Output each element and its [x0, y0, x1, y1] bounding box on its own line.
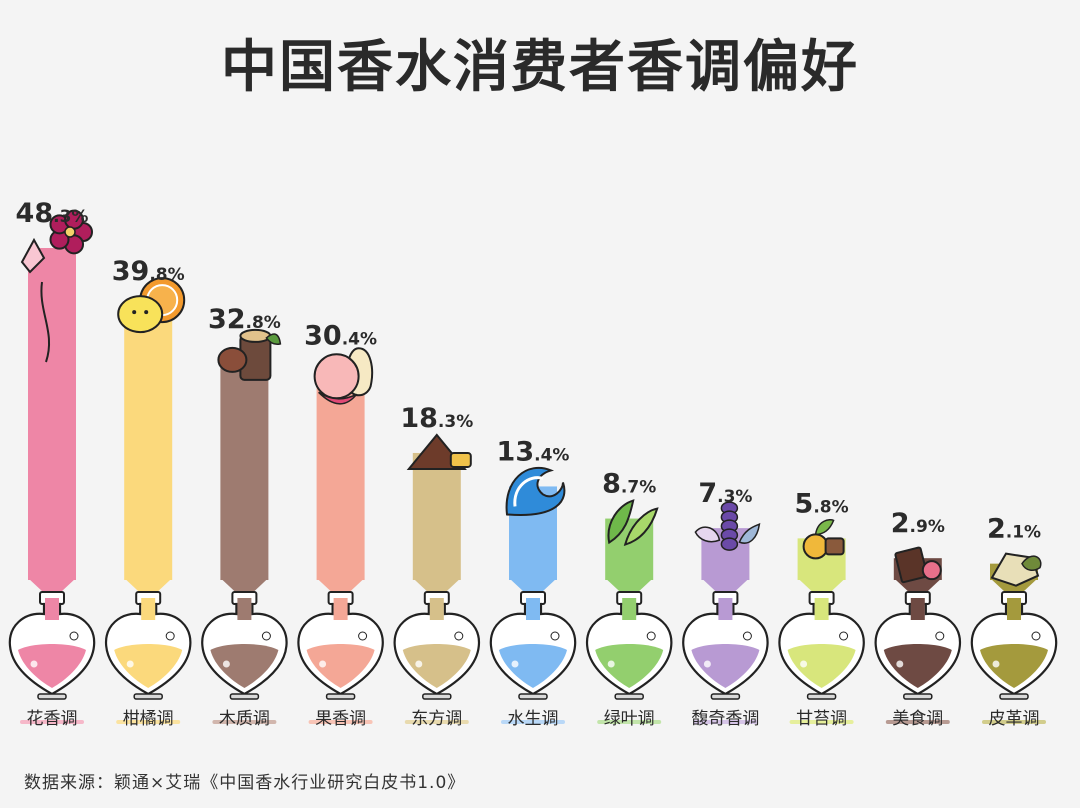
- wood-log-icon: [217, 328, 282, 381]
- spice-anise-icon: [406, 433, 472, 470]
- value-label: 5.8%: [795, 488, 849, 519]
- bar-funnel: [605, 578, 654, 592]
- bar-funnel: [412, 578, 461, 592]
- bottle-icon: [393, 591, 480, 700]
- bar-funnel: [220, 578, 269, 592]
- category-label: 水生调: [508, 709, 559, 729]
- bar-funnel: [316, 578, 365, 592]
- lemon-orange-icon: [117, 277, 186, 334]
- bar-group: 8.7% 绿叶调: [586, 469, 673, 729]
- bottle-icon: [874, 591, 961, 700]
- category-underline: [116, 720, 181, 724]
- bottle-icon: [297, 591, 384, 700]
- value-label: 2.1%: [987, 514, 1041, 545]
- wave-icon: [505, 466, 566, 517]
- category-label: 美食调: [892, 709, 943, 729]
- leather-icon: [990, 552, 1042, 587]
- category-label: 木质调: [219, 709, 270, 729]
- bar: [124, 306, 173, 580]
- category-underline: [308, 720, 373, 724]
- category-label: 馥奇香调: [691, 709, 759, 729]
- category-underline: [885, 720, 950, 724]
- bottle-icon: [8, 591, 96, 700]
- bar-funnel: [124, 578, 173, 592]
- bar-group: 18.3% 东方调: [393, 403, 480, 729]
- flower-icon: [20, 209, 93, 363]
- bottle-icon: [778, 591, 865, 700]
- bottle-icon: [970, 591, 1058, 700]
- category-label: 花香调: [27, 709, 78, 729]
- leaf-icon: [607, 499, 659, 547]
- value-label: 39.8%: [112, 256, 185, 287]
- bottle-icon: [489, 591, 577, 700]
- bar-group: 30.4% 果香调: [297, 320, 384, 729]
- bar-group: 13.4% 水生调: [489, 436, 577, 729]
- category-label: 甘苔调: [796, 709, 847, 729]
- category-label: 东方调: [411, 709, 462, 729]
- value-label: 2.9%: [891, 508, 945, 539]
- bottle-icon: [586, 591, 673, 700]
- category-underline: [501, 720, 565, 724]
- category-underline: [789, 720, 854, 724]
- category-label: 果香调: [315, 709, 366, 729]
- chocolate-candy-icon: [894, 546, 942, 584]
- bar: [316, 370, 365, 580]
- bar-group: 48.3% 花香调: [8, 198, 96, 729]
- bottle-icon: [105, 591, 192, 700]
- bar-group: 5.8% 甘苔调: [778, 488, 865, 729]
- category-underline: [693, 720, 758, 724]
- bar-group: 7.3% 馥奇香调: [682, 478, 769, 729]
- category-underline: [404, 720, 469, 724]
- bottle-icon: [682, 591, 769, 700]
- bar: [220, 353, 269, 580]
- peach-pear-icon: [313, 347, 374, 405]
- value-label: 7.3%: [698, 478, 752, 509]
- value-label: 18.3%: [400, 403, 473, 434]
- value-label: 30.4%: [304, 320, 377, 351]
- moss-icon: [802, 518, 845, 560]
- bar-funnel: [797, 578, 846, 592]
- value-label: 32.8%: [208, 304, 281, 335]
- lavender-icon: [694, 501, 761, 551]
- category-underline: [982, 720, 1046, 724]
- bar-group: 32.8% 木质调: [201, 304, 288, 729]
- value-label: 48.3%: [16, 198, 89, 229]
- bar-group: 2.1% 皮革调: [970, 514, 1058, 729]
- page-title: 中国香水消费者香调偏好: [221, 35, 859, 100]
- bar: [412, 452, 461, 580]
- category-underline: [20, 720, 84, 724]
- category-label: 皮革调: [989, 709, 1040, 729]
- value-label: 8.7%: [602, 469, 656, 500]
- bar-funnel: [28, 578, 76, 592]
- bottle-icon: [201, 591, 288, 700]
- category-underline: [597, 720, 662, 724]
- value-label: 13.4%: [497, 436, 570, 467]
- bar-funnel: [701, 578, 750, 592]
- bar-group: 39.8% 柑橘调: [105, 256, 192, 729]
- bar: [28, 248, 76, 580]
- bar-funnel: [509, 578, 557, 592]
- data-source: 数据来源：颖通×艾瑞《中国香水行业研究白皮书1.0》: [24, 773, 466, 793]
- bar-group: 2.9% 美食调: [874, 508, 961, 729]
- category-underline: [212, 720, 277, 724]
- category-label: 绿叶调: [604, 709, 655, 729]
- category-label: 柑橘调: [123, 709, 174, 729]
